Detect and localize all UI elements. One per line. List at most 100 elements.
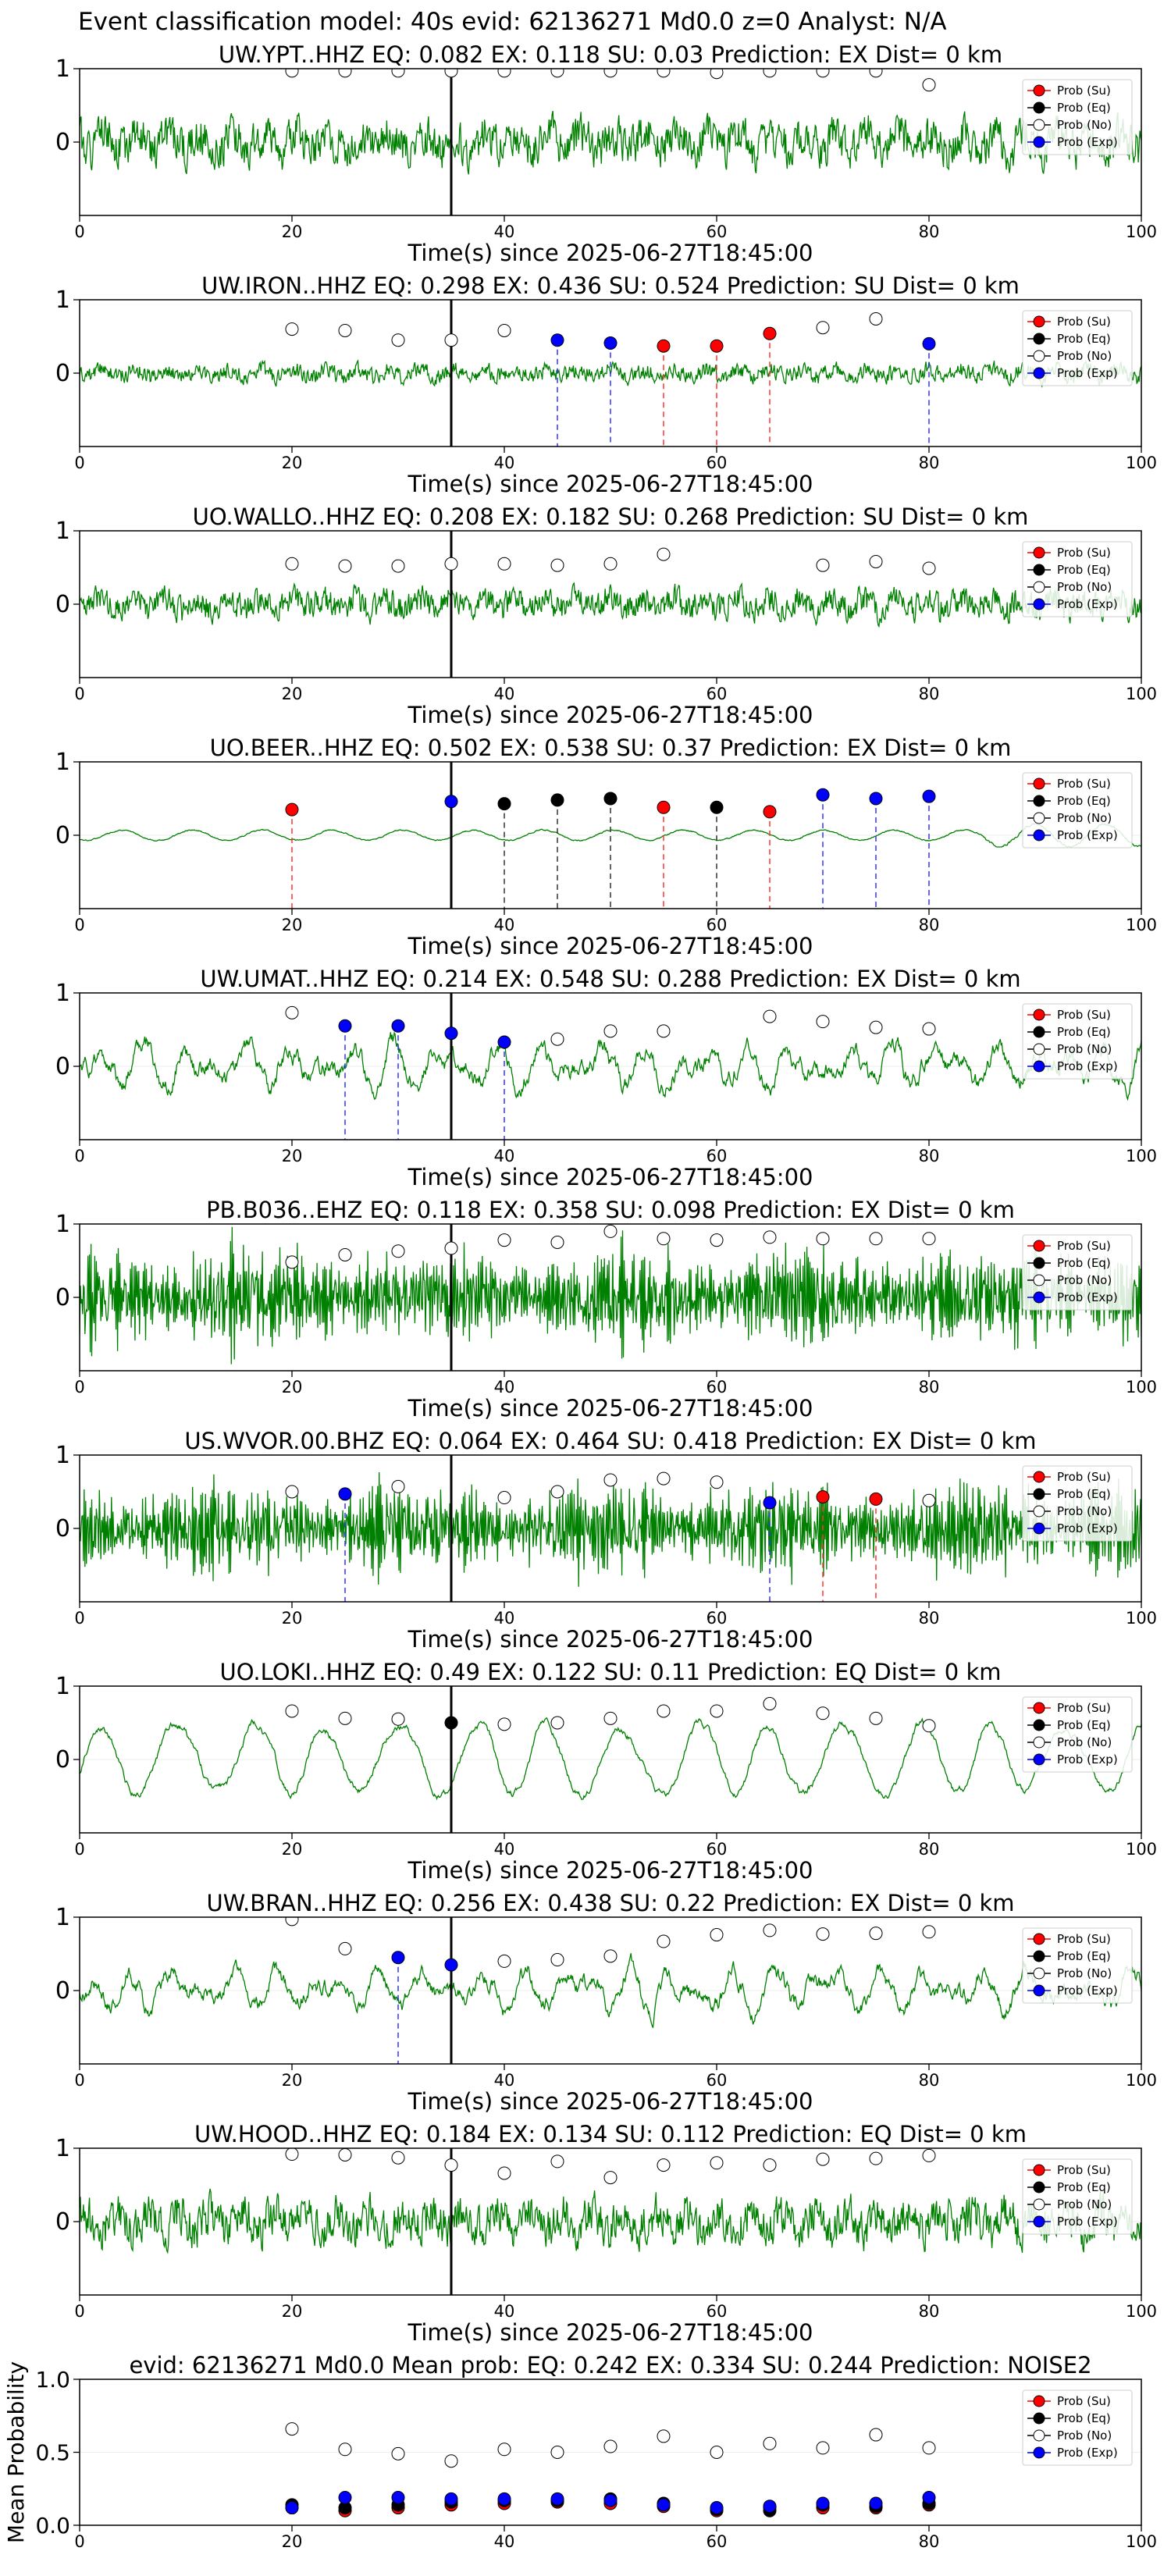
x-tick-label: 80 — [919, 2302, 940, 2321]
prob-point-exp — [444, 1958, 458, 1972]
prob-point-no — [550, 1032, 564, 1046]
prob-point-exp — [391, 1951, 405, 1965]
prob-point-no — [338, 2148, 352, 2161]
legend-marker-su — [1033, 2395, 1045, 2407]
legend-marker-exp — [1033, 1984, 1045, 1997]
x-tick-label: 20 — [282, 2302, 303, 2321]
prob-point-no — [763, 1230, 777, 1244]
legend-box — [1022, 1696, 1133, 1773]
legend-box — [1022, 1234, 1133, 1311]
chart-panel-11: evid: 62136271 Md0.0 Mean prob: EQ: 0.24… — [3, 2352, 1157, 2551]
chart-panel-7: US.WVOR.00.BHZ EQ: 0.064 EX: 0.464 SU: 0… — [55, 1428, 1157, 1653]
chart-panel-2: UW.IRON..HHZ EQ: 0.298 EX: 0.436 SU: 0.5… — [55, 272, 1157, 497]
legend-label-exp: Prob (Exp) — [1057, 597, 1118, 611]
legend-marker-no — [1033, 1736, 1045, 1749]
legend-label-eq: Prob (Eq) — [1057, 2180, 1111, 2194]
x-tick-label: 40 — [494, 2302, 515, 2321]
prob-point-exp — [603, 336, 618, 350]
prob-point-no — [816, 558, 830, 572]
mean-prob-point-exp — [338, 2490, 352, 2504]
legend-label-no: Prob (No) — [1057, 1735, 1112, 1749]
legend-label-su: Prob (Su) — [1057, 1008, 1111, 1022]
x-tick-label: 0 — [74, 1378, 84, 1397]
plot-area — [80, 1224, 1141, 1371]
prob-point-no — [657, 69, 671, 78]
prob-point-no — [869, 1232, 883, 1246]
chart-panel-8: UO.LOKI..HHZ EQ: 0.49 EX: 0.122 SU: 0.11… — [55, 1659, 1157, 1884]
prob-point-no — [922, 561, 936, 575]
legend-marker-eq — [1033, 1950, 1045, 1962]
prob-point-no — [285, 69, 299, 78]
legend-marker-eq — [1033, 333, 1045, 345]
prob-point-no — [710, 1233, 724, 1247]
y-tick-label: 1 — [55, 286, 70, 314]
legend-marker-su — [1033, 84, 1045, 97]
waveform-trace — [80, 1031, 1141, 1101]
legend-label-su: Prob (Su) — [1057, 84, 1111, 98]
legend-label-exp: Prob (Exp) — [1057, 828, 1118, 842]
legend-label-eq: Prob (Eq) — [1057, 2411, 1111, 2425]
panel-title: UW.BRAN..HHZ EQ: 0.256 EX: 0.438 SU: 0.2… — [206, 1890, 1014, 1916]
mean-prob-point-exp — [710, 2501, 724, 2515]
legend-label-exp: Prob (Exp) — [1057, 1521, 1118, 1535]
chart-panel-5: UW.UMAT..HHZ EQ: 0.214 EX: 0.548 SU: 0.2… — [55, 966, 1157, 1190]
prob-point-no — [497, 1491, 511, 1505]
x-tick-label: 0 — [74, 454, 84, 472]
prob-point-no — [657, 1704, 671, 1718]
panel-title: evid: 62136271 Md0.0 Mean prob: EQ: 0.24… — [129, 2352, 1091, 2379]
prob-point-no — [603, 1024, 618, 1038]
legend-label-su: Prob (Su) — [1057, 1239, 1111, 1253]
prob-point-su — [657, 800, 671, 814]
prob-point-no — [550, 1236, 564, 1249]
prob-point-no — [869, 1020, 883, 1034]
mean-prob-point-no — [922, 2441, 936, 2455]
legend-marker-eq — [1033, 1026, 1045, 1038]
x-axis-label: Time(s) since 2025-06-27T18:45:00 — [408, 702, 813, 728]
legend-label-exp: Prob (Exp) — [1057, 366, 1118, 380]
x-tick-label: 0 — [74, 685, 84, 703]
legend-box — [1022, 1465, 1133, 1542]
prob-point-no — [497, 1233, 511, 1247]
legend-label-su: Prob (Su) — [1057, 315, 1111, 329]
prob-point-no — [816, 321, 830, 335]
x-axis-label: Time(s) since 2025-06-27T18:45:00 — [408, 1164, 813, 1190]
x-tick-label: 0 — [74, 1147, 84, 1165]
prob-point-eq — [444, 1716, 458, 1730]
x-tick-label: 0 — [74, 916, 84, 934]
legend-label-su: Prob (Su) — [1057, 546, 1111, 560]
prob-point-no — [922, 1925, 936, 1939]
x-tick-label: 60 — [707, 1840, 728, 1859]
prob-point-no — [550, 1485, 564, 1499]
x-tick-label: 20 — [282, 2532, 303, 2551]
plot-area — [80, 1686, 1141, 1833]
mean-prob-point-no — [338, 2443, 352, 2457]
prob-point-su — [763, 326, 777, 340]
x-tick-label: 100 — [1126, 454, 1157, 472]
legend-marker-su — [1033, 777, 1045, 790]
y-tick-label: 0 — [55, 822, 70, 849]
x-tick-label: 40 — [494, 1609, 515, 1628]
chart-panel-1: UW.YPT..HHZ EQ: 0.082 EX: 0.118 SU: 0.03… — [55, 41, 1157, 266]
prob-point-no — [550, 558, 564, 572]
x-tick-label: 20 — [282, 1609, 303, 1628]
prob-point-no — [444, 2158, 458, 2172]
mean-prob-point-no — [444, 2454, 458, 2468]
mean-prob-point-exp — [444, 2492, 458, 2506]
y-tick-label: 1 — [55, 1673, 70, 1700]
legend-box — [1022, 79, 1133, 155]
mean-prob-point-no — [710, 2446, 724, 2459]
plot-area — [80, 300, 1141, 447]
prob-point-no — [550, 69, 564, 78]
prob-point-no — [763, 1697, 777, 1711]
panel-title: UW.HOOD..HHZ EQ: 0.184 EX: 0.134 SU: 0.1… — [194, 2121, 1027, 2147]
x-tick-label: 20 — [282, 454, 303, 472]
x-tick-label: 80 — [919, 685, 940, 703]
prob-point-no — [763, 1923, 777, 1937]
prob-point-no — [338, 1941, 352, 1955]
panel-title: US.WVOR.00.BHZ EQ: 0.064 EX: 0.464 SU: 0… — [184, 1428, 1036, 1454]
x-tick-label: 20 — [282, 685, 303, 703]
x-tick-label: 60 — [707, 454, 728, 472]
prob-point-no — [338, 323, 352, 337]
legend-marker-no — [1033, 1274, 1045, 1286]
